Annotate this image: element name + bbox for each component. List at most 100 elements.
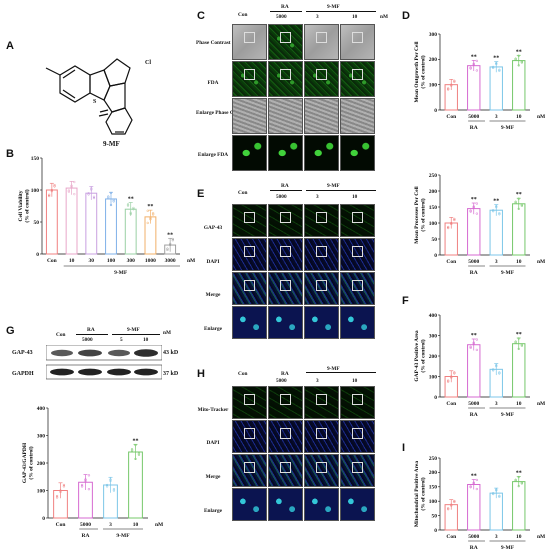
data-point	[498, 69, 501, 72]
bar	[512, 481, 526, 531]
g-header-line-mf	[112, 334, 160, 335]
data-point	[92, 195, 96, 198]
h-image-r1-c2	[304, 420, 339, 453]
data-point	[475, 59, 478, 63]
data-point	[469, 66, 472, 69]
data-point	[129, 212, 132, 216]
y-tick-label: 0	[434, 395, 437, 401]
bar	[85, 192, 98, 255]
e-row-label-2: Merge	[205, 292, 221, 298]
e-row-label-3: Enlarge	[204, 326, 222, 332]
bar	[489, 492, 503, 531]
data-point	[137, 453, 141, 456]
data-point	[475, 69, 478, 72]
data-point	[62, 483, 66, 487]
data-point	[453, 371, 456, 374]
h-header-con: Con	[238, 371, 248, 377]
data-point	[450, 84, 453, 87]
g-protein-gapdh: GAPDH	[12, 371, 34, 377]
significance-mark: **	[493, 56, 499, 62]
y-tick-label: 150	[429, 485, 438, 491]
h-image-r0-c1	[268, 386, 303, 419]
data-point	[447, 226, 450, 230]
c-header-line-mf	[306, 11, 376, 12]
significance-mark: **	[128, 196, 134, 202]
data-point	[495, 61, 498, 65]
y-tick-label: 200	[429, 354, 438, 360]
data-point	[469, 345, 472, 348]
panel-label-d: D	[402, 10, 410, 22]
group-label-ra: RA	[470, 125, 478, 131]
h-header-line-mf	[306, 372, 376, 373]
e-roi-box	[244, 212, 255, 223]
y-tick-label: 100	[429, 499, 438, 505]
bar	[512, 343, 526, 398]
h-header-5000: 5000	[276, 378, 287, 384]
h-image-r0-c0	[232, 386, 267, 419]
e-header-line-ra	[270, 190, 302, 191]
panel-label-g: G	[6, 325, 15, 337]
data-point	[472, 482, 475, 485]
chart-g: 0 100 200 300 400 GAP-43/GAPDH(% of control) C…	[22, 406, 164, 539]
significance-mark: **	[516, 192, 522, 198]
h-header-mf: 9-MF	[327, 366, 340, 372]
data-point	[475, 212, 478, 215]
data-point	[475, 478, 478, 482]
unit-label: nM	[537, 534, 546, 540]
data-point	[520, 204, 523, 207]
e-header-con: Con	[238, 190, 248, 196]
data-point	[447, 507, 450, 510]
data-point	[151, 212, 155, 215]
e-image-r0-c0	[232, 204, 267, 237]
x-tick-label: Con	[446, 534, 456, 540]
data-point	[498, 212, 501, 215]
h-row-label-1: DAPI	[206, 440, 220, 446]
bar	[467, 65, 481, 111]
molecule-sulfur: S	[93, 99, 97, 105]
x-tick-label: 10	[516, 534, 522, 540]
data-point	[447, 380, 450, 383]
x-tick-label: 3	[495, 114, 498, 120]
e-image-r1-c0	[232, 238, 267, 271]
panel-label-f: F	[402, 295, 409, 307]
group-label-mf: 9-MF	[501, 270, 515, 276]
data-point	[47, 193, 51, 196]
e-image-r2-c3	[340, 272, 375, 305]
y-tick-label: 0	[36, 252, 39, 258]
data-point	[146, 221, 149, 225]
y-tick-label: 250	[429, 456, 438, 462]
data-point	[472, 205, 475, 208]
e-image-r1-c1	[268, 238, 303, 271]
c-image-r3-c3	[340, 135, 375, 171]
data-point	[495, 364, 498, 367]
h-roi-box	[244, 428, 255, 439]
e-roi-box	[316, 280, 327, 291]
c-header-10: 10	[352, 14, 358, 20]
h-header-10: 10	[352, 378, 358, 384]
x-tick-label: 5000	[468, 114, 479, 120]
chart-d-bottom: 0 50 100 150 200 250 Mean Processes Per Cell(%…	[414, 173, 546, 276]
data-point	[149, 216, 152, 220]
g-header-con: Con	[56, 332, 66, 338]
data-point	[472, 206, 475, 209]
data-point	[450, 376, 453, 379]
bar	[128, 451, 143, 519]
x-tick-label: 10	[516, 114, 522, 120]
data-point	[450, 504, 453, 507]
y-tick-label: 50	[432, 513, 438, 519]
e-image-r2-c2	[304, 272, 339, 305]
chart-b: 0 50 100 150 Cell Viability(% of control) Con…	[18, 156, 196, 276]
h-header-ra: RA	[281, 371, 289, 377]
y-tick-label: 300	[37, 433, 46, 439]
x-tick-label: 3000	[165, 258, 176, 264]
g-header-line-ra	[76, 334, 108, 335]
data-point	[47, 194, 51, 198]
c-roi-box	[244, 32, 255, 43]
e-image-r1-c3	[340, 238, 375, 271]
h-row-label-2: Merge	[205, 474, 221, 480]
x-tick-label: Con	[446, 401, 456, 407]
data-point	[447, 225, 450, 229]
h-row-label-0: Mito-Tracker	[197, 407, 229, 413]
c-row-label-3: Enlarge FDA	[197, 152, 229, 158]
